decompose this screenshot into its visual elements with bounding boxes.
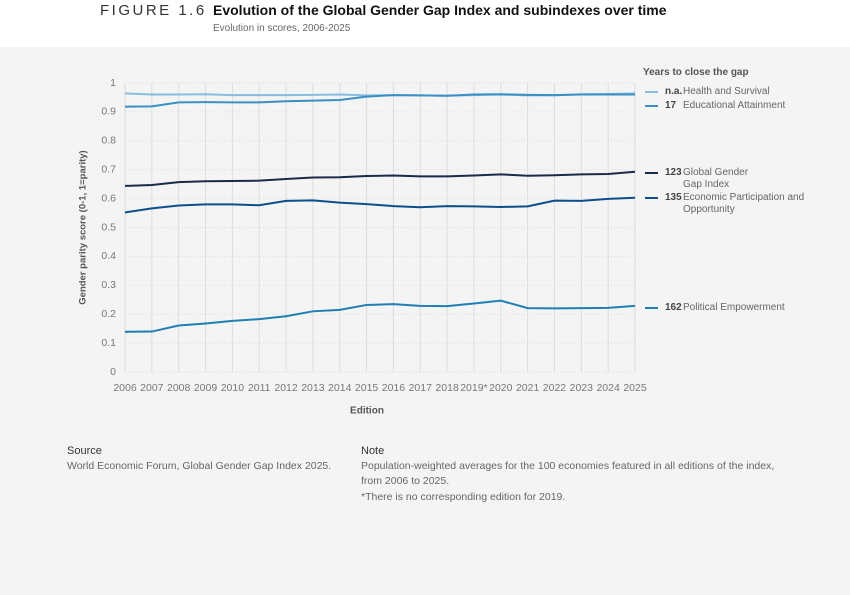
note: Population-weighted averages for the 100… — [361, 460, 775, 487]
y-tick-label: 0.2 — [101, 308, 116, 320]
x-tick-label: 2006 — [113, 382, 137, 394]
x-tick-label: 2008 — [167, 382, 191, 394]
plot-background — [0, 47, 850, 595]
source-label: Source — [67, 445, 102, 457]
series-line — [124, 196, 636, 214]
figure-label: FIGURE 1.6 — [100, 2, 207, 19]
x-tick-label: 2021 — [516, 382, 540, 394]
legend-label: Political Empowerment — [683, 302, 785, 313]
y-tick-label: 1 — [110, 77, 116, 89]
legend-entry: 162 Political Empowerment — [665, 302, 823, 314]
header-band — [0, 0, 850, 47]
legend-gap-years: 135 — [665, 192, 682, 203]
source: World Economic Forum, Global Gender Gap … — [67, 460, 332, 472]
legend-gap-years: 123 — [665, 167, 682, 178]
series-line — [124, 170, 636, 187]
legend-entry: 123 Global Gender Gap Index — [665, 167, 763, 191]
note-label: Note — [361, 445, 385, 457]
x-tick-label: 2023 — [570, 382, 594, 394]
series-line — [124, 93, 635, 108]
y-tick-label: 0.7 — [101, 163, 116, 175]
x-tick-label: 2009 — [194, 382, 218, 394]
series-line — [124, 299, 636, 333]
x-tick-label: 2015 — [355, 382, 379, 394]
legend-title: Years to close the gap — [643, 67, 749, 78]
x-tick-label: 2019* — [460, 382, 487, 394]
x-tick-label: 2011 — [248, 382, 271, 394]
note-extra: *There is no corresponding edition for 2… — [361, 491, 566, 503]
legend-gap-years: 162 — [665, 302, 682, 313]
y-tick-label: 0.3 — [101, 279, 116, 291]
subtitle: Evolution in scores, 2006-2025 — [213, 23, 351, 34]
legend-label: Global Gender Gap Index — [683, 167, 749, 190]
y-axis-label: Gender parity score (0-1, 1=parity) — [78, 150, 89, 304]
x-axis-label: Edition — [350, 406, 384, 417]
y-tick-label: 0 — [110, 366, 116, 378]
x-tick-label: 2024 — [596, 382, 620, 394]
legend-entry: n.a. Health and Survival — [665, 86, 813, 98]
legend-label: Educational Attainment — [683, 100, 786, 111]
y-tick-label: 0.6 — [101, 192, 116, 204]
x-tick-label: 2020 — [489, 382, 513, 394]
legend-gap-years: 17 — [665, 100, 677, 111]
legend-gap-years: n.a. — [665, 86, 683, 97]
x-tick-label: 2014 — [328, 382, 352, 394]
y-tick-label: 0.5 — [101, 221, 116, 233]
x-tick-label: 2017 — [409, 382, 433, 394]
legend-label: Economic Participation and Opportunity — [683, 192, 805, 215]
legend-entry: 135 Economic Participation and Opportunit… — [665, 192, 808, 216]
x-tick-label: 2025 — [623, 382, 647, 394]
legend-label: Health and Survival — [683, 86, 770, 97]
x-tick-label: 2013 — [301, 382, 325, 394]
x-tick-label: 2016 — [382, 382, 406, 394]
x-tick-label: 2007 — [140, 382, 164, 394]
x-tick-label: 2018 — [435, 382, 459, 394]
x-tick-label: 2012 — [274, 382, 298, 394]
legend-entry: 17 Educational Attainment — [665, 100, 813, 112]
y-tick-label: 0.4 — [101, 250, 116, 262]
x-tick-label: 2022 — [543, 382, 567, 394]
y-tick-label: 0.9 — [101, 106, 116, 118]
y-tick-label: 0.1 — [101, 337, 116, 349]
title: Evolution of the Global Gender Gap Index… — [213, 2, 667, 18]
y-tick-label: 0.8 — [101, 135, 116, 147]
x-tick-label: 2010 — [221, 382, 245, 394]
